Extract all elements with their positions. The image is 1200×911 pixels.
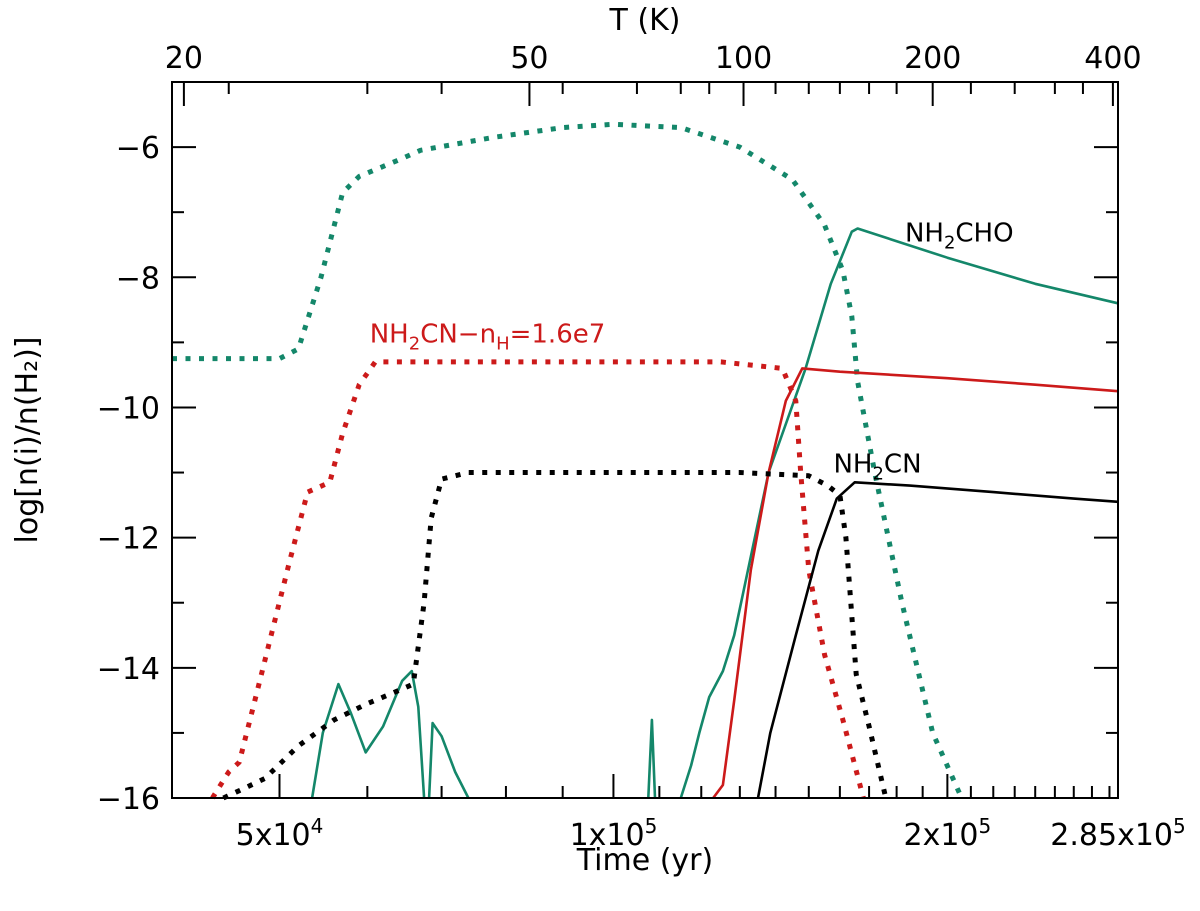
tick-layer	[171, 82, 1118, 799]
series-line-4	[210, 359, 866, 800]
top-tick-label: 400	[1084, 41, 1141, 76]
series-label-nh2cn-red: NH2CN−nH=1.6e7	[370, 319, 606, 354]
y-tick-label: −14	[97, 652, 160, 687]
series-label-nh2cho: NH2CHO	[905, 218, 1014, 253]
top-axis-title: T (K)	[609, 3, 681, 38]
series-line-6	[222, 470, 889, 801]
top-tick-label: 200	[904, 41, 961, 76]
series-layer	[172, 121, 1119, 801]
y-tick-label: −12	[97, 522, 160, 557]
x-tick-label: 1x105	[570, 814, 658, 853]
y-tick-label: −8	[116, 261, 160, 296]
series-label-nh2cn-black: NH2CN	[833, 450, 921, 485]
series-line-5	[756, 481, 1119, 799]
x-axis-title: Time (yr)	[576, 843, 713, 878]
y-tick-label: −6	[116, 131, 160, 166]
y-tick-label: −10	[97, 391, 160, 426]
y-axis-title: log[n(i)/n(H₂)]	[10, 336, 45, 543]
series-line-1	[310, 227, 1119, 799]
x-tick-label: 5x104	[236, 814, 324, 853]
x-tick-label: 2x105	[903, 814, 991, 853]
top-tick-label: 100	[715, 41, 772, 76]
y-tick-label: −16	[97, 782, 160, 817]
top-tick-label: 20	[165, 41, 203, 76]
label-layer: −6 −8 −10 −12 −14 −16 5x104 1x105 2x105 2.85x105 2…	[97, 41, 1186, 853]
top-tick-label: 50	[510, 41, 548, 76]
plot-frame	[171, 81, 1119, 799]
x-tick-label: 2.85x105	[1050, 814, 1185, 853]
series-line-2	[172, 121, 964, 800]
series-line-3	[712, 367, 1119, 799]
